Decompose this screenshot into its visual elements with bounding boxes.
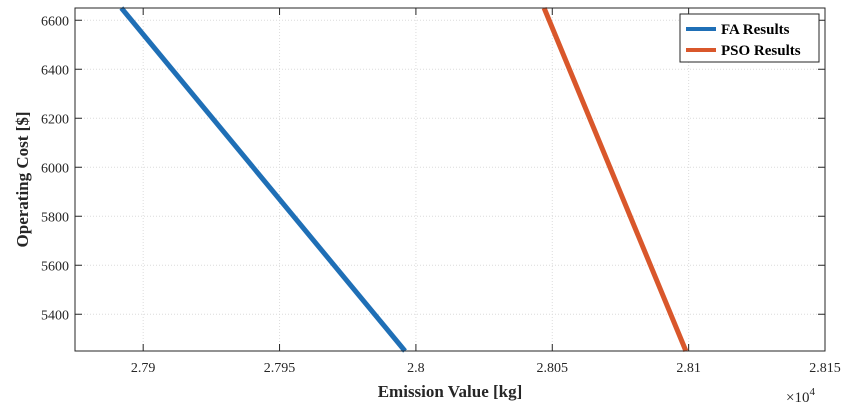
x-axis-label: Emission Value [kg] [378, 382, 523, 401]
legend-box [679, 13, 820, 63]
plot-background [75, 8, 825, 351]
x-tick-label: 2.815 [809, 361, 841, 376]
legend-label-fa: FA Results [721, 22, 790, 38]
y-tick-label: 6200 [41, 112, 69, 127]
series-line-fa [119, 6, 407, 353]
x-tick-label: 2.805 [537, 361, 569, 376]
plot-frame [74, 7, 826, 352]
x-axis-exponent-base: ×10 [786, 390, 809, 406]
x-tick-label: 2.79 [131, 361, 156, 376]
y-tick-label: 5400 [41, 308, 69, 323]
y-tick-label: 6600 [41, 14, 69, 29]
legend-label-pso: PSO Results [721, 43, 801, 59]
ticks [75, 8, 826, 351]
series-layer [119, 6, 689, 353]
legend: FA Results PSO Results [679, 13, 820, 63]
y-tick-label: 6400 [41, 63, 69, 78]
x-tick-label: 2.8 [407, 361, 425, 376]
y-tick-label: 5800 [41, 210, 69, 225]
x-tick-label: 2.81 [676, 361, 701, 376]
x-axis-exponent-power: 4 [809, 386, 815, 398]
series-line-pso [541, 7, 689, 352]
tick-labels: 2.79 2.795 2.8 2.805 2.81 2.815 5400 5600 5800 60… [41, 14, 841, 376]
x-axis-exponent: ×104 [786, 386, 815, 406]
x-tick-label: 2.795 [264, 361, 296, 376]
y-axis-label: Operating Cost [$] [13, 112, 32, 248]
y-tick-label: 6000 [41, 161, 69, 176]
y-tick-label: 5600 [41, 259, 69, 274]
